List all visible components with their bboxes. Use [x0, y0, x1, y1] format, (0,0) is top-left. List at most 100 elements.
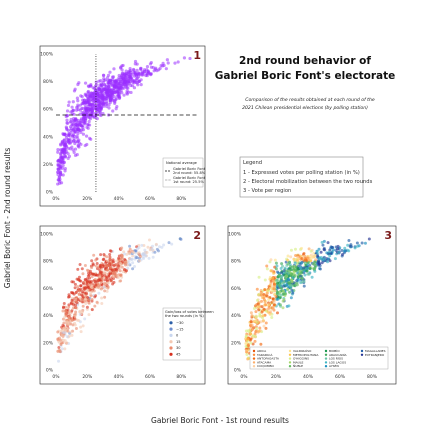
panel-3-legend-swatch	[252, 357, 256, 360]
panel-2-point	[57, 359, 61, 363]
panel-1-point	[105, 76, 110, 80]
panel-3-x-tick-label: 60%	[335, 374, 346, 380]
panel-1-point	[86, 123, 90, 127]
panel-3-point	[367, 237, 371, 241]
panel-2-point	[64, 308, 68, 312]
panel-2-point	[102, 285, 106, 289]
panel-3-point	[290, 272, 294, 276]
panel-2-point	[56, 330, 60, 334]
figure-title-line-1: 2nd round behavior of	[239, 55, 371, 67]
panel-1-point	[137, 79, 141, 84]
panel-2-point	[79, 325, 83, 329]
panel-3-point	[300, 271, 304, 275]
panel-1-point	[129, 90, 133, 95]
panel-3-point	[293, 273, 297, 277]
panel-2-legend-title-line-1: Gain/loss of votes between	[165, 310, 214, 314]
panel-2-point	[74, 306, 78, 309]
panel-3-legend-swatch	[324, 353, 328, 356]
panel-2-point	[57, 340, 61, 344]
panel-3-point	[251, 342, 255, 346]
panel-3-point	[249, 332, 253, 336]
panel-1-point	[86, 90, 90, 94]
panel-3-y-tick-label: 100%	[228, 232, 242, 238]
panel-3-point	[291, 291, 295, 295]
panel-3-point	[253, 304, 257, 308]
panel-3-point	[300, 276, 304, 280]
panel-3-point	[306, 266, 310, 270]
panel-1-point	[84, 113, 89, 117]
panel-1-point	[86, 115, 90, 119]
panel-3-point	[285, 283, 289, 287]
panel-3-x-tick-label: 20%	[271, 374, 282, 380]
panel-1-point	[65, 126, 69, 130]
panel-3-point	[305, 269, 309, 273]
panel-1-point	[93, 95, 98, 99]
panel-2-point	[105, 272, 109, 276]
panel-2-point	[56, 349, 60, 353]
panel-2-point	[80, 290, 84, 294]
panel-2-legend-swatch	[169, 321, 173, 325]
panel-1-point	[88, 117, 93, 121]
panel-2-point	[90, 290, 94, 294]
panel-1-point	[63, 154, 68, 158]
panel-3-point	[266, 310, 270, 314]
panel-3-point	[257, 275, 261, 279]
panel-2-point	[82, 299, 86, 303]
panel-3-x-tick-label: 0%	[240, 374, 248, 380]
panel-1-point	[99, 106, 104, 110]
panel-1-point	[67, 154, 72, 158]
panel-2-point	[79, 287, 83, 291]
panel-2-point	[127, 251, 131, 255]
panel-1-point	[104, 90, 108, 94]
panel-3-point	[279, 267, 283, 271]
panel-2-x-tick-label: 80%	[176, 374, 187, 380]
panel-3-point	[254, 310, 258, 314]
panel-2-point	[151, 244, 155, 248]
panel-2-x-tick-label: 0%	[52, 374, 60, 380]
panel-3-number: 3	[384, 229, 392, 242]
panel-1-point	[91, 102, 95, 106]
panel-2-point	[146, 245, 150, 249]
panel-2-point	[120, 253, 124, 257]
panel-2-point	[120, 255, 124, 259]
panel-3-point	[303, 273, 307, 277]
panel-3-point	[290, 288, 294, 292]
panel-1-point	[56, 162, 60, 167]
panel-2-point	[80, 267, 84, 271]
panel-2-point	[85, 268, 89, 272]
panel-2-point	[90, 266, 94, 270]
panel-3-point	[249, 337, 253, 341]
panel-2-number: 2	[193, 229, 201, 242]
panel-1-point	[55, 170, 60, 174]
panel-1-point	[64, 143, 68, 148]
panel-3-point	[244, 341, 248, 345]
panel-2-point	[95, 261, 99, 265]
panel-1-point	[137, 75, 141, 79]
panel-2-point	[160, 245, 164, 249]
panel-1-point	[134, 79, 138, 83]
panel-2-point	[106, 285, 110, 289]
panel-2-point	[96, 278, 100, 282]
panel-3-point	[310, 275, 314, 279]
panel-1-x-tick-label: 20%	[82, 196, 93, 202]
panel-3-point	[258, 326, 262, 330]
panel-1-point	[82, 98, 86, 102]
panel-3-point	[269, 286, 273, 290]
panel-2-point	[84, 286, 88, 290]
panel-3-point	[250, 314, 254, 318]
panel-1-point	[119, 83, 123, 87]
panel-3-point	[261, 314, 265, 318]
panel-1-point	[87, 119, 91, 124]
panel-3-point	[280, 274, 284, 278]
panel-2-point	[153, 250, 157, 254]
panel-2-point	[158, 245, 162, 249]
panel-3-point	[321, 243, 325, 247]
panel-1-point	[173, 61, 177, 65]
panel-3-point	[289, 284, 293, 288]
panel-3-vote-per-region: 0% 20% 40% 60% 80% 0% 20% 40% 60% 80% 100% 3 ARICATA…	[227, 225, 397, 385]
panel-3-legend-entry: O'HIGGINS	[293, 357, 309, 361]
panel-2-point	[97, 291, 101, 295]
panel-1-expressed-votes: 0% 20% 40% 60% 80% 0% 20% 40% 60% 80% 100% 1 Nationa…	[39, 45, 206, 207]
panel-1-point	[56, 182, 60, 186]
panel-3-legend-swatch	[288, 357, 292, 360]
